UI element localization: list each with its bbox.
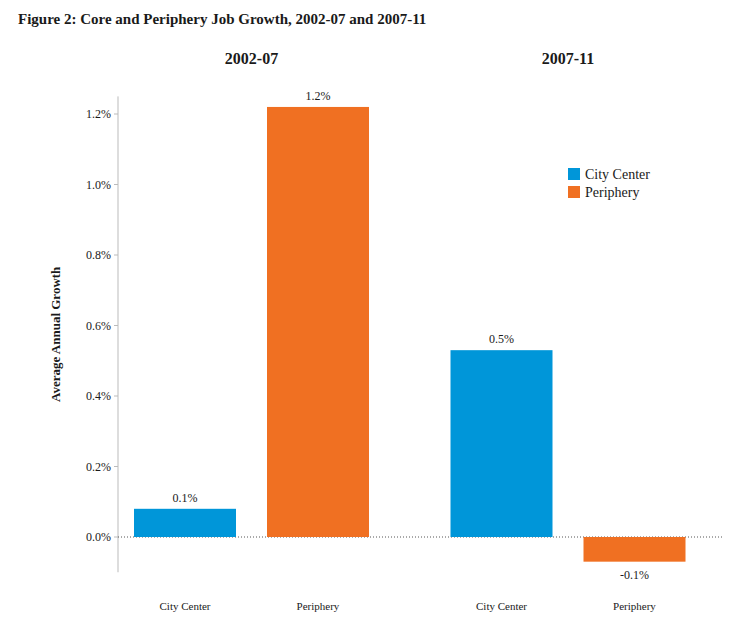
bar-name: City Center <box>476 600 527 612</box>
bar <box>451 350 553 537</box>
legend-swatch <box>568 168 580 180</box>
y-tick-label: 0.2% <box>86 460 111 474</box>
y-tick <box>114 396 118 397</box>
y-axis-label: Average Annual Growth <box>48 266 63 402</box>
category-label: 2002-07 <box>225 50 278 67</box>
data-label: -0.1% <box>620 568 649 582</box>
legend: City Center Periphery <box>568 167 650 200</box>
legend-label: Periphery <box>585 185 639 200</box>
data-label: 1.2% <box>306 89 331 103</box>
y-tick-label: 0.8% <box>86 248 111 262</box>
y-tick <box>114 466 118 467</box>
y-tick <box>114 255 118 256</box>
bar <box>134 509 236 537</box>
title: Figure 2: Core and Periphery Job Growth,… <box>18 11 426 27</box>
y-tick-label: 0.4% <box>86 389 111 403</box>
y-tick <box>114 114 118 115</box>
bar-name: Periphery <box>297 600 340 612</box>
y-tick <box>114 537 118 538</box>
bar <box>584 537 686 562</box>
bar-name: City Center <box>159 600 210 612</box>
legend-swatch <box>568 186 580 198</box>
y-tick-label: 1.0% <box>86 178 111 192</box>
legend-label: City Center <box>585 167 650 182</box>
bar <box>267 107 369 537</box>
y-tick-label: 0.0% <box>86 530 111 544</box>
chart: Figure 2: Core and Periphery Job Growth,… <box>0 0 753 625</box>
bar-name: Periphery <box>613 600 656 612</box>
y-tick-label: 1.2% <box>86 107 111 121</box>
y-tick <box>114 184 118 185</box>
y-tick-label: 0.6% <box>86 319 111 333</box>
data-label: 0.1% <box>173 491 198 505</box>
y-tick <box>114 325 118 326</box>
y-axis-line <box>118 96 119 572</box>
bars <box>134 107 686 562</box>
category-label: 2007-11 <box>542 50 594 67</box>
data-label: 0.5% <box>489 332 514 346</box>
